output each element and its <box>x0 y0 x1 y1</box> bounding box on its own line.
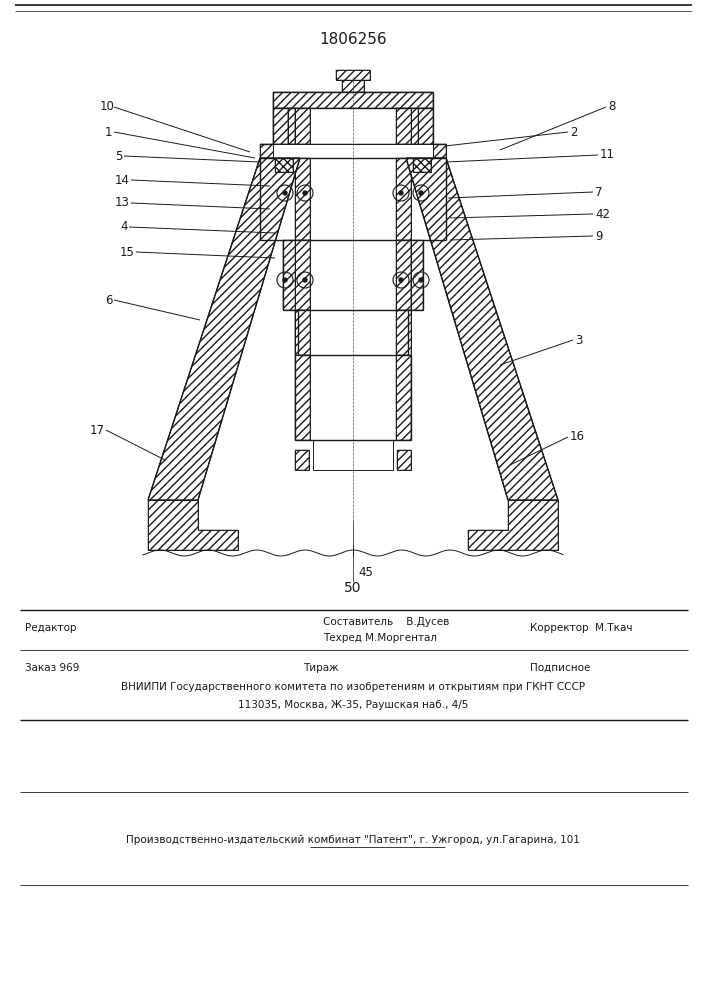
Polygon shape <box>396 108 411 144</box>
Polygon shape <box>313 440 393 470</box>
Text: Техред М.Моргентал: Техред М.Моргентал <box>323 633 437 643</box>
Polygon shape <box>397 450 411 470</box>
Text: 6: 6 <box>105 294 112 306</box>
Circle shape <box>419 278 423 282</box>
Polygon shape <box>342 80 364 92</box>
Polygon shape <box>406 158 558 500</box>
Text: 8: 8 <box>608 101 615 113</box>
Polygon shape <box>260 144 446 158</box>
Circle shape <box>399 191 403 195</box>
Polygon shape <box>273 92 433 108</box>
Text: 45: 45 <box>358 566 373 578</box>
Text: 1806256: 1806256 <box>319 32 387 47</box>
Circle shape <box>303 191 307 195</box>
Circle shape <box>283 191 287 195</box>
Polygon shape <box>336 70 370 80</box>
Polygon shape <box>295 240 310 310</box>
Polygon shape <box>295 355 310 440</box>
Text: 1: 1 <box>105 125 112 138</box>
Polygon shape <box>295 158 310 240</box>
Text: Составитель    В.Дусев: Составитель В.Дусев <box>323 617 450 627</box>
Polygon shape <box>408 310 411 355</box>
Polygon shape <box>295 108 310 144</box>
Text: 16: 16 <box>570 430 585 444</box>
Text: 42: 42 <box>595 208 610 221</box>
Polygon shape <box>411 108 418 144</box>
Polygon shape <box>273 144 433 158</box>
Circle shape <box>283 278 287 282</box>
Text: 17: 17 <box>90 424 105 436</box>
Text: 10: 10 <box>100 101 115 113</box>
Polygon shape <box>275 158 293 172</box>
Polygon shape <box>411 240 423 310</box>
Polygon shape <box>260 158 275 240</box>
Text: 15: 15 <box>120 245 135 258</box>
Polygon shape <box>273 108 288 144</box>
Polygon shape <box>148 500 238 550</box>
Text: 11: 11 <box>600 148 615 161</box>
Polygon shape <box>148 158 300 500</box>
Circle shape <box>419 191 423 195</box>
Polygon shape <box>295 310 310 355</box>
Polygon shape <box>396 240 411 310</box>
Text: 3: 3 <box>575 334 583 347</box>
Text: Производственно-издательский комбинат "Патент", г. Ужгород, ул.Гагарина, 101: Производственно-издательский комбинат "П… <box>126 835 580 845</box>
Polygon shape <box>396 355 411 440</box>
Text: ВНИИПИ Государственного комитета по изобретениям и открытиям при ГКНТ СССР: ВНИИПИ Государственного комитета по изоб… <box>121 682 585 692</box>
Circle shape <box>303 278 307 282</box>
Text: 13: 13 <box>115 196 130 210</box>
Polygon shape <box>288 108 295 144</box>
Polygon shape <box>431 158 446 240</box>
Polygon shape <box>413 158 431 172</box>
Text: Тираж: Тираж <box>303 663 339 673</box>
Text: Редактор: Редактор <box>25 623 76 633</box>
Text: 7: 7 <box>595 186 602 198</box>
Polygon shape <box>418 108 433 144</box>
Text: 5: 5 <box>115 149 122 162</box>
Polygon shape <box>396 158 411 240</box>
Polygon shape <box>295 450 309 470</box>
Text: Подписное: Подписное <box>530 663 590 673</box>
Circle shape <box>399 278 403 282</box>
Text: Корректор  М.Ткач: Корректор М.Ткач <box>530 623 633 633</box>
Polygon shape <box>295 310 298 355</box>
Text: 2: 2 <box>570 125 578 138</box>
Text: 50: 50 <box>344 581 362 595</box>
Text: 4: 4 <box>120 221 127 233</box>
Polygon shape <box>468 500 558 550</box>
Text: 9: 9 <box>595 230 602 242</box>
Text: Заказ 969: Заказ 969 <box>25 663 79 673</box>
Polygon shape <box>396 310 411 355</box>
Text: 113035, Москва, Ж-35, Раушская наб., 4/5: 113035, Москва, Ж-35, Раушская наб., 4/5 <box>238 700 468 710</box>
Text: 14: 14 <box>115 174 130 186</box>
Polygon shape <box>283 240 295 310</box>
